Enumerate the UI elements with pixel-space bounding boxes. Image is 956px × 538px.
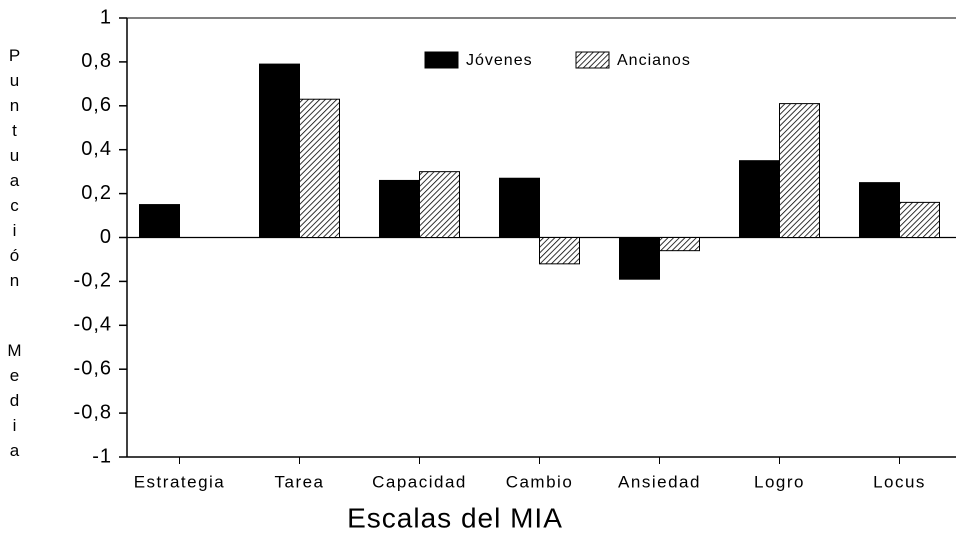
bar: [259, 63, 300, 238]
bar: [299, 98, 340, 238]
bar: [139, 204, 180, 238]
x-tick-label: Tarea: [274, 472, 324, 491]
bar: [899, 201, 940, 239]
bar: [659, 237, 700, 252]
x-tick-label: Logro: [754, 472, 805, 491]
bar: [779, 103, 820, 239]
y-tick-label: -0,6: [74, 357, 112, 379]
x-tick-label: Estrategia: [134, 472, 226, 491]
y-axis-title: Puntuación Media: [5, 46, 24, 466]
bar: [419, 171, 460, 238]
y-tick-label: 0,2: [81, 182, 112, 204]
bar: [739, 160, 780, 238]
legend-swatch: [575, 51, 610, 69]
y-tick-label: 0,6: [81, 94, 112, 116]
x-tick-label: Capacidad: [372, 472, 467, 491]
legend-swatch: [424, 51, 459, 69]
y-tick-label: 0,8: [81, 50, 112, 72]
y-tick-label: -0,2: [74, 270, 112, 292]
y-tick-label: 0,4: [81, 138, 112, 160]
x-tick-label: Ansiedad: [618, 472, 701, 491]
legend-label: Ancianos: [617, 52, 691, 69]
bar: [539, 237, 580, 265]
x-tick-label: Locus: [873, 472, 926, 491]
x-tick-label: Cambio: [506, 472, 574, 491]
y-tick-label: 1: [100, 6, 112, 28]
bar: [379, 179, 420, 238]
x-axis-title: Escalas del MIA: [347, 502, 563, 533]
legend-label: Jóvenes: [466, 52, 533, 69]
y-tick-label: -0,8: [74, 401, 112, 423]
y-tick-label: -1: [92, 445, 112, 467]
bar: [859, 182, 900, 238]
y-tick-label: 0: [100, 226, 112, 248]
bar: [499, 177, 540, 238]
bar: [619, 237, 660, 280]
y-tick-label: -0,4: [74, 314, 112, 336]
